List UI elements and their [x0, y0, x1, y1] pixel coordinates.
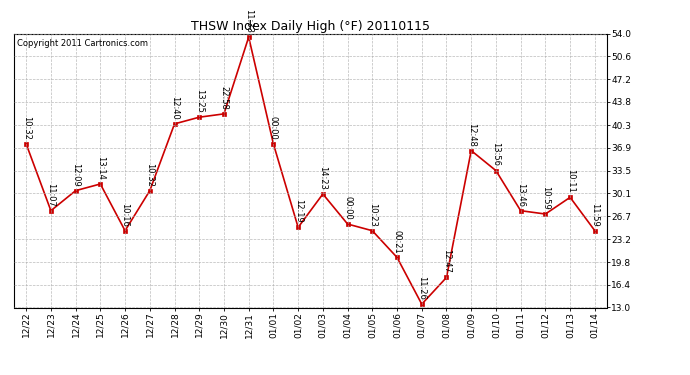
Text: 11:26: 11:26 [417, 276, 426, 300]
Text: Copyright 2011 Cartronics.com: Copyright 2011 Cartronics.com [17, 39, 148, 48]
Text: 13:25: 13:25 [195, 89, 204, 113]
Text: 00:00: 00:00 [269, 116, 278, 140]
Text: 12:47: 12:47 [442, 249, 451, 273]
Title: THSW Index Daily High (°F) 20110115: THSW Index Daily High (°F) 20110115 [191, 20, 430, 33]
Text: 10:32: 10:32 [21, 116, 30, 140]
Text: 10:11: 10:11 [566, 170, 575, 193]
Text: 10:16: 10:16 [121, 202, 130, 226]
Text: 13:46: 13:46 [516, 183, 525, 207]
Text: 11:07: 11:07 [46, 183, 55, 207]
Text: 13:56: 13:56 [491, 142, 500, 166]
Text: 11:59: 11:59 [591, 203, 600, 226]
Text: 10:32: 10:32 [146, 163, 155, 186]
Text: 10:59: 10:59 [541, 186, 550, 210]
Text: 22:58: 22:58 [219, 86, 228, 110]
Text: 12:40: 12:40 [170, 96, 179, 120]
Text: 10:23: 10:23 [368, 202, 377, 226]
Text: 13:14: 13:14 [96, 156, 105, 180]
Text: 14:23: 14:23 [318, 166, 327, 190]
Text: 12:19: 12:19 [294, 200, 303, 223]
Text: 00:21: 00:21 [393, 230, 402, 253]
Text: 12:48: 12:48 [466, 123, 475, 146]
Text: 00:00: 00:00 [343, 196, 352, 220]
Text: 12:09: 12:09 [71, 163, 80, 186]
Text: 11:33: 11:33 [244, 9, 253, 33]
